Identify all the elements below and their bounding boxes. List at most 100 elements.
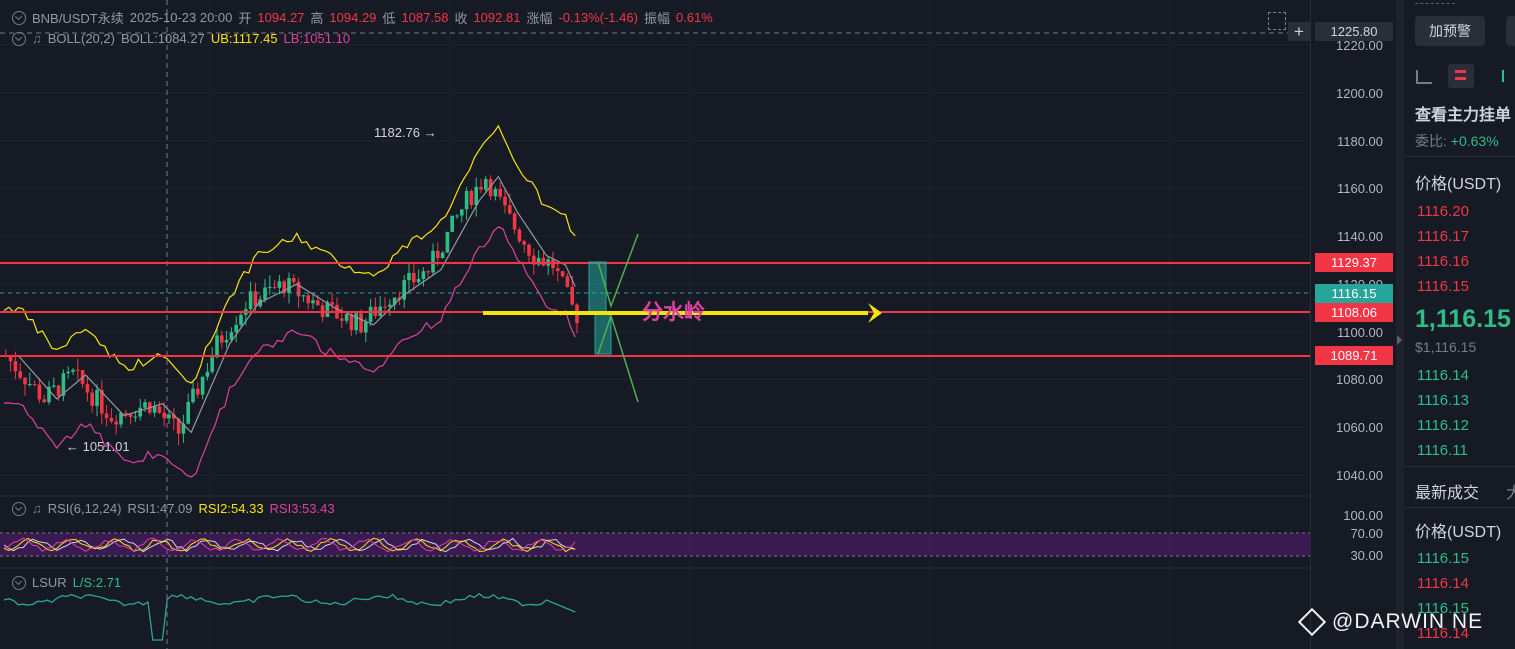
boll-name: BOLL(20,2) [47, 31, 115, 46]
amp-label: 振幅 [643, 11, 670, 26]
price-tick: 1180.00 [1336, 134, 1383, 149]
low-label: 低 [382, 11, 396, 26]
rsi-tick: 100.00 [1343, 508, 1383, 523]
add-alert-button[interactable]: 加预警 [1415, 16, 1485, 46]
candle-body [248, 291, 253, 310]
collapse-icon[interactable] [12, 31, 26, 46]
candle-body [292, 278, 296, 282]
candle-body [37, 384, 42, 400]
bid-price[interactable]: 1116.14 [1417, 367, 1469, 384]
candle-body [13, 361, 18, 372]
candle-body [56, 385, 61, 396]
add-button[interactable]: + [1288, 22, 1310, 41]
candle-body [402, 280, 406, 300]
chart-canvas[interactable] [0, 0, 1310, 649]
ask-price[interactable]: 1116.20 [1417, 203, 1469, 220]
box-lower [594, 311, 612, 355]
rsi-tick: 30.00 [1350, 548, 1383, 563]
rsi1-line [3, 537, 576, 553]
candle-body [23, 377, 27, 385]
trade-price: 1116.14 [1417, 575, 1469, 592]
price-tick: 1040.00 [1336, 468, 1383, 483]
candle-body [330, 302, 334, 305]
bid-price[interactable]: 1116.11 [1417, 442, 1468, 459]
candle-body [474, 186, 478, 206]
tab-large-trades[interactable]: 大 [1506, 485, 1515, 502]
candle-body [181, 423, 186, 434]
lsur-value: L/S:2.71 [72, 575, 122, 590]
ask-price[interactable]: 1116.16 [1417, 253, 1469, 270]
candle-body [47, 386, 51, 403]
candle-body [186, 402, 190, 424]
price-tick: 1160.00 [1336, 181, 1383, 196]
orderbook-split-icon[interactable] [1448, 64, 1474, 88]
candlestick-series [4, 175, 579, 446]
ask-price[interactable]: 1116.15 [1417, 278, 1469, 295]
boll-ub: UB:1117.45 [210, 31, 278, 46]
chart-area[interactable]: BNB/USDT永续 2025-10-23 20:00 开 1094.27 高 10… [0, 0, 1310, 649]
collapse-icon[interactable] [12, 575, 26, 590]
more-button[interactable] [1506, 16, 1515, 46]
rsi1-value: RSI1:47.09 [127, 501, 193, 516]
orderbook-view-icon[interactable] [1416, 70, 1432, 84]
main-orders-link[interactable]: 查看主力挂单 [1415, 107, 1512, 124]
candle-body [349, 314, 354, 331]
ratio-value: +0.63% [1450, 133, 1499, 149]
candle-body [306, 295, 310, 304]
change-value: -0.13%(-1.46) [558, 10, 638, 25]
collapse-icon[interactable] [12, 10, 26, 25]
boll-lower-line [3, 226, 576, 478]
boll-mid: BOLL:1084.27 [120, 31, 205, 46]
level-tag-watershed: 1108.06 [1315, 303, 1393, 322]
ask-price[interactable]: 1116.17 [1417, 228, 1469, 245]
candle-body [152, 406, 157, 413]
candle-body [215, 335, 219, 358]
panel-toggle[interactable] [1396, 0, 1404, 649]
close-value: 1092.81 [473, 10, 521, 25]
tab-latest-trades[interactable]: 最新成交 [1415, 485, 1480, 502]
collapse-icon[interactable] [12, 501, 26, 516]
candle-body [354, 313, 358, 331]
price-tick: 1100.00 [1336, 325, 1383, 340]
price-tick: 1220.00 [1336, 38, 1383, 53]
candle-body [498, 188, 502, 197]
candle-body [138, 407, 142, 417]
datetime-label: 2025-10-23 20:00 [129, 10, 233, 25]
candle-body [133, 416, 138, 418]
candle-body [220, 335, 224, 343]
bell-icon[interactable]: ♫ [32, 501, 42, 516]
candle-body [503, 196, 507, 206]
symbol-label: BNB/USDT永续 [32, 11, 124, 26]
candle-body [239, 314, 243, 325]
fullscreen-icon[interactable] [1268, 12, 1286, 30]
orderbook-buy-icon[interactable] [1502, 70, 1515, 82]
level-tag-support: 1089.71 [1315, 346, 1393, 365]
chevron-right-icon[interactable] [1397, 335, 1402, 345]
candle-body [176, 418, 181, 434]
bid-price[interactable]: 1116.13 [1417, 392, 1469, 409]
boll-bands [3, 124, 576, 478]
candle-body [28, 383, 32, 385]
candle-body [71, 369, 75, 372]
candle-body [455, 215, 459, 217]
ohlc-legend: BNB/USDT永续 2025-10-23 20:00 开 1094.27 高 10… [12, 8, 713, 27]
boll-lb: LB:1051.10 [283, 31, 351, 46]
candle-body [61, 373, 66, 396]
box-upper [588, 261, 607, 313]
candle-body [253, 291, 258, 307]
rsi3-line [3, 537, 576, 553]
candle-body [412, 272, 416, 283]
bell-icon[interactable]: ♫ [32, 31, 42, 46]
candle-body [162, 412, 166, 419]
bid-price[interactable]: 1116.12 [1417, 417, 1469, 434]
price-tick: 1080.00 [1336, 372, 1383, 387]
change-label: 涨幅 [526, 11, 553, 26]
candle-body [296, 281, 301, 297]
candle-body [167, 414, 171, 419]
candle-body [104, 413, 109, 419]
candle-body [440, 252, 445, 259]
price-axis[interactable]: + 1225.80 1220.00 1200.00 1180.00 1160.0… [1288, 0, 1397, 649]
candle-body [119, 412, 123, 425]
trade-price: 1116.14 [1417, 625, 1469, 642]
candle-body [431, 250, 435, 273]
